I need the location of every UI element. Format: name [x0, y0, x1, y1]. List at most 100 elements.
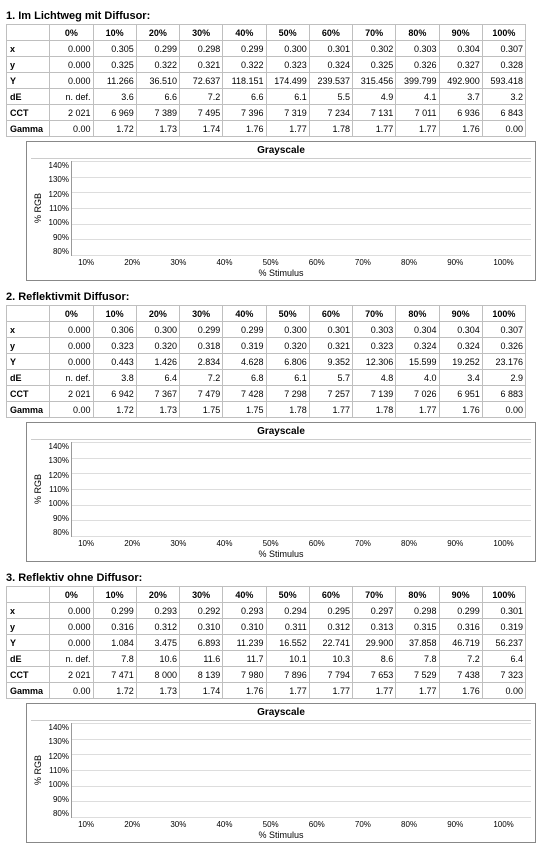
- y-tick: 110%: [43, 485, 69, 494]
- table-row: x0.0000.3050.2990.2980.2990.3000.3010.30…: [7, 41, 526, 57]
- cell: 1.73: [136, 402, 179, 418]
- cell: 7 298: [266, 386, 309, 402]
- x-tick: 40%: [216, 258, 232, 267]
- cell: 7 257: [309, 386, 352, 402]
- cell: 1.78: [353, 402, 396, 418]
- cell: 0.298: [180, 41, 223, 57]
- gridline: [72, 255, 531, 256]
- cell: 7 396: [223, 105, 266, 121]
- cell: 315.456: [353, 73, 396, 89]
- bar-groups: [72, 161, 531, 255]
- cell: 6.1: [266, 370, 309, 386]
- x-ticks: 10%20%30%40%50%60%70%80%90%100%: [61, 256, 531, 267]
- x-tick: 40%: [216, 820, 232, 829]
- chart-1: Grayscale % RGB140%130%120%110%100%90%80%…: [26, 141, 536, 281]
- x-tick: 80%: [401, 258, 417, 267]
- y-tick: 110%: [43, 766, 69, 775]
- row-label: x: [7, 41, 50, 57]
- cell: 29.900: [353, 635, 396, 651]
- cell: 8 139: [180, 667, 223, 683]
- chart-title: Grayscale: [31, 145, 531, 159]
- cell: n. def.: [50, 370, 93, 386]
- cell: 46.719: [439, 635, 482, 651]
- x-tick: 90%: [447, 820, 463, 829]
- cell: 0.000: [50, 338, 93, 354]
- table-row: Gamma0.001.721.731.741.761.771.771.771.7…: [7, 683, 526, 699]
- cell: 0.302: [353, 41, 396, 57]
- cell: 0.304: [439, 41, 482, 57]
- chart-body: % RGB140%130%120%110%100%90%80%: [31, 161, 531, 256]
- x-tick: 50%: [263, 820, 279, 829]
- cell: 3.475: [136, 635, 179, 651]
- cell: 12.306: [353, 354, 396, 370]
- cell: 0.303: [353, 322, 396, 338]
- cell: 0.299: [439, 603, 482, 619]
- data-table-2: 0%10%20%30%40%50%60%70%80%90%100%x0.0000…: [6, 305, 526, 418]
- cell: 0.299: [223, 322, 266, 338]
- cell: 1.77: [353, 121, 396, 137]
- cell: 0.322: [223, 57, 266, 73]
- cell: 2.9: [482, 370, 525, 386]
- y-tick: 120%: [43, 471, 69, 480]
- y-axis-label: % RGB: [31, 474, 43, 504]
- col-header: 80%: [396, 25, 439, 41]
- row-label: CCT: [7, 667, 50, 683]
- section-title-2: 2. Reflektivmit Diffusor:: [6, 291, 540, 303]
- row-label: x: [7, 322, 50, 338]
- y-tick: 80%: [43, 528, 69, 537]
- cell: 10.6: [136, 651, 179, 667]
- cell: 6 942: [93, 386, 136, 402]
- col-header: 20%: [136, 25, 179, 41]
- cell: 6.893: [180, 635, 223, 651]
- table-row: Gamma0.001.721.731.751.751.781.771.781.7…: [7, 402, 526, 418]
- cell: n. def.: [50, 651, 93, 667]
- cell: 0.299: [180, 322, 223, 338]
- row-label: dE: [7, 651, 50, 667]
- bar-groups: [72, 442, 531, 536]
- chart-title: Grayscale: [31, 707, 531, 721]
- row-label: CCT: [7, 386, 50, 402]
- table-row: x0.0000.2990.2930.2920.2930.2940.2950.29…: [7, 603, 526, 619]
- y-tick: 130%: [43, 737, 69, 746]
- cell: 0.000: [50, 635, 93, 651]
- table-row: y0.0000.3160.3120.3100.3100.3110.3120.31…: [7, 619, 526, 635]
- col-header-blank: [7, 587, 50, 603]
- cell: 399.799: [396, 73, 439, 89]
- cell: 0.295: [309, 603, 352, 619]
- cell: 4.1: [396, 89, 439, 105]
- cell: 174.499: [266, 73, 309, 89]
- plot-area: [71, 161, 531, 256]
- col-header: 0%: [50, 25, 93, 41]
- cell: 6.4: [482, 651, 525, 667]
- y-tick: 90%: [43, 514, 69, 523]
- cell: 11.266: [93, 73, 136, 89]
- cell: 8.6: [353, 651, 396, 667]
- cell: 0.306: [93, 322, 136, 338]
- cell: 1.76: [223, 683, 266, 699]
- cell: 6 883: [482, 386, 525, 402]
- table-row: Y0.00011.26636.51072.637118.151174.49923…: [7, 73, 526, 89]
- col-header: 100%: [482, 306, 525, 322]
- cell: 0.320: [136, 338, 179, 354]
- cell: 0.321: [309, 338, 352, 354]
- cell: 0.316: [439, 619, 482, 635]
- cell: 0.307: [482, 41, 525, 57]
- cell: 7.2: [180, 89, 223, 105]
- cell: 0.310: [180, 619, 223, 635]
- cell: 1.72: [93, 683, 136, 699]
- cell: 0.315: [396, 619, 439, 635]
- cell: 36.510: [136, 73, 179, 89]
- col-header: 0%: [50, 306, 93, 322]
- col-header: 90%: [439, 306, 482, 322]
- cell: 1.73: [136, 121, 179, 137]
- cell: 4.0: [396, 370, 439, 386]
- y-axis-label: % RGB: [31, 755, 43, 785]
- table-row: dEn. def.3.86.47.26.86.15.74.84.03.42.9: [7, 370, 526, 386]
- cell: 22.741: [309, 635, 352, 651]
- cell: 0.319: [482, 619, 525, 635]
- cell: 0.000: [50, 354, 93, 370]
- chart-2: Grayscale% RGB140%130%120%110%100%90%80%…: [26, 422, 536, 562]
- cell: 0.000: [50, 41, 93, 57]
- col-header: 20%: [136, 587, 179, 603]
- cell: 7 139: [353, 386, 396, 402]
